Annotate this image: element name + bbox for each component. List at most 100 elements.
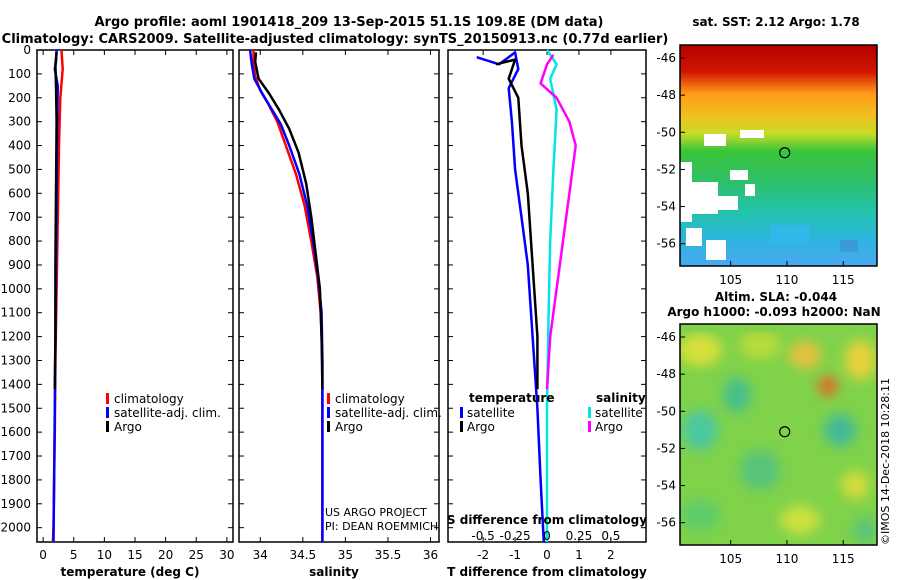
depth-axis: 0 100 200 300 400 500 600 700 800 900 1000 1100 1200… <box>0 43 31 535</box>
legend-sal-argo: Argo <box>595 420 623 434</box>
sla-blob <box>853 516 877 544</box>
lat-tick-label: -56 <box>656 516 676 530</box>
lat-tick-label: -52 <box>656 162 676 176</box>
sla-map-title: Altim. SLA: -0.044 <box>715 290 837 304</box>
t-difference-x-axis: -2 -1 0 1 2 <box>448 49 646 562</box>
s-difference-tick-label: -0.25 <box>500 529 531 543</box>
salinity-difference-legend: salinity satellite Argo <box>588 391 646 434</box>
missing-data-patch <box>692 182 718 214</box>
sla-blob <box>682 410 718 450</box>
depth-tick-label: 1600 <box>0 425 31 439</box>
depth-tick-label: 1700 <box>0 449 31 463</box>
s-difference-tick-label: -0.5 <box>471 529 494 543</box>
lon-tick-label: 115 <box>832 552 855 566</box>
legend-temperature-title: temperature <box>469 391 554 405</box>
temperature-series <box>51 49 64 543</box>
x-tick-label: 5 <box>70 548 78 562</box>
x-tick-label: 20 <box>158 548 173 562</box>
sla-blob <box>740 450 780 490</box>
sst-map-axes: 105 110 115 -46 -48 -50 -52 -54 -56 <box>656 51 854 287</box>
salinity-xlabel: salinity <box>309 565 359 579</box>
lat-tick-label: -54 <box>656 479 676 493</box>
temperature-difference-legend: temperature satellite Argo <box>460 391 554 434</box>
pi-label: PI: DEAN ROEMMICH <box>325 520 438 533</box>
argo-height-label: Argo h1000: -0.093 h2000: NaN <box>667 305 880 319</box>
lat-tick-label: -50 <box>656 125 676 139</box>
sla-map-panel: Altim. SLA: -0.044 Argo h1000: -0.093 h2… <box>656 290 880 566</box>
depth-tick-label: 300 <box>8 115 31 129</box>
x-tick-label: -2 <box>477 548 489 562</box>
sla-blob <box>780 506 820 534</box>
depth-tick-label: 1500 <box>0 401 31 415</box>
x-tick-label: 35 <box>338 548 353 562</box>
x-tick-label: 2 <box>607 548 615 562</box>
missing-data-patch <box>706 240 726 260</box>
legend-swatch-temp-satellite <box>460 407 463 418</box>
legend-sal-satellite: satellite <box>595 406 643 420</box>
missing-data-patch <box>680 162 692 222</box>
missing-data-patch <box>745 184 755 196</box>
lat-tick-label: -48 <box>656 367 676 381</box>
depth-tick-label: 700 <box>8 210 31 224</box>
missing-data-patch <box>718 196 738 210</box>
sla-blob <box>841 471 869 499</box>
cold-water-patch <box>770 225 810 243</box>
series-temperature-satellite <box>476 51 546 543</box>
sst-map-frame <box>679 44 878 267</box>
missing-data-patch <box>704 134 726 146</box>
x-tick-label: 35.5 <box>375 548 402 562</box>
series-climatology <box>252 50 324 542</box>
x-tick-label: 0 <box>39 548 47 562</box>
series-salinity-argo <box>539 54 577 390</box>
sla-blob <box>818 376 838 396</box>
temperature-x-axis: 0 5 10 15 20 25 30 <box>37 49 235 562</box>
legend-swatch-climatology <box>327 393 330 404</box>
legend-swatch-satellite <box>106 407 109 418</box>
depth-tick-label: 0 <box>23 43 31 57</box>
depth-tick-label: 800 <box>8 234 31 248</box>
sla-map-axes: 105 110 115 -46 -48 -50 -52 -54 -56 <box>656 330 854 566</box>
legend-salinity-title: salinity <box>596 391 646 405</box>
depth-tick-label: 1300 <box>0 353 31 367</box>
lat-tick-label: -54 <box>656 200 676 214</box>
imos-watermark: ©IMOS 14-Dec-2018 10:28:11 <box>879 378 892 545</box>
legend-satellite-adj: satellite-adj. clim. <box>335 406 442 420</box>
series-temperature-argo <box>495 58 539 390</box>
depth-tick-label: 2000 <box>0 521 31 535</box>
lat-tick-label: -46 <box>656 330 676 344</box>
x-tick-label: 1 <box>575 548 583 562</box>
lat-tick-label: -46 <box>656 51 676 65</box>
sla-blob <box>789 341 821 369</box>
legend-swatch-argo <box>327 421 330 432</box>
series-argo <box>53 52 58 390</box>
x-tick-label: 36 <box>423 548 438 562</box>
legend-climatology: climatology <box>114 392 184 406</box>
missing-data-patch <box>740 130 764 138</box>
lon-tick-label: 110 <box>775 273 798 287</box>
argo-location-marker <box>779 147 791 159</box>
x-tick-label: -1 <box>509 548 521 562</box>
sla-heatmap-blobs <box>680 331 877 544</box>
legend-temp-argo: Argo <box>467 420 495 434</box>
x-tick-label: 25 <box>189 548 204 562</box>
legend-argo: Argo <box>114 420 142 434</box>
t-difference-xlabel: T difference from climatology <box>447 565 647 579</box>
difference-series <box>476 49 577 543</box>
legend-swatch-sal-satellite <box>588 407 591 418</box>
project-label: US ARGO PROJECT <box>325 506 427 519</box>
legend-satellite-adj: satellite-adj. clim. <box>114 406 221 420</box>
difference-panel: -2 -1 0 1 2 T difference from climatology S … <box>447 49 647 579</box>
legend-swatch-sal-argo <box>588 421 591 432</box>
temperature-legend: climatology satellite-adj. clim. Argo <box>106 392 221 434</box>
s-difference-label: S difference from climatology <box>447 513 647 527</box>
lat-tick-label: -50 <box>656 404 676 418</box>
s-difference-tick-label: 0.25 <box>566 529 593 543</box>
s-difference-tick-labels: -0.5 -0.25 0 0.25 0.5 <box>471 529 620 543</box>
legend-swatch-temp-argo <box>460 421 463 432</box>
depth-tick-label: 1400 <box>0 377 31 391</box>
sla-blob <box>680 499 720 531</box>
salinity-legend: climatology satellite-adj. clim. Argo <box>327 392 442 434</box>
temperature-xlabel: temperature (deg C) <box>61 565 200 579</box>
depth-tick-label: 1100 <box>0 306 31 320</box>
depth-tick-label: 1000 <box>0 282 31 296</box>
